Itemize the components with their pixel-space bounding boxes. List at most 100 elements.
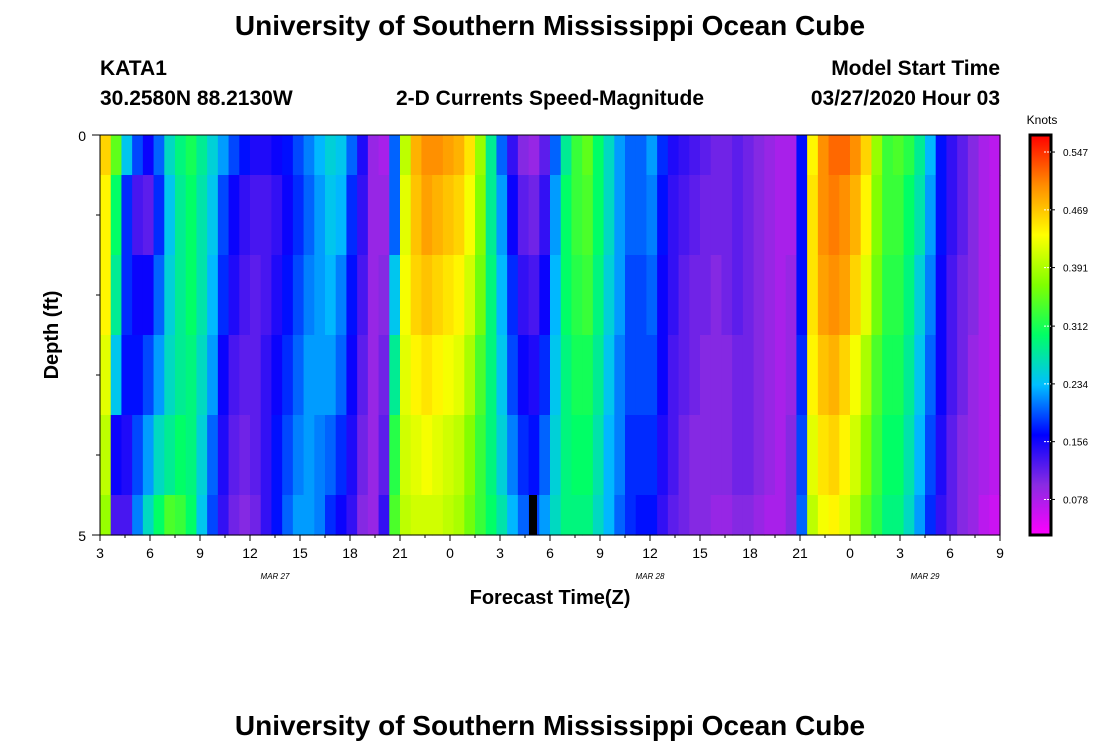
heatmap-cell — [571, 495, 583, 536]
heatmap-cell — [121, 495, 133, 536]
heatmap-cell — [314, 335, 326, 416]
heatmap-cell — [839, 335, 851, 416]
heatmap-cell — [400, 135, 412, 176]
heatmap-cell — [303, 175, 315, 256]
heatmap-cell — [271, 175, 283, 256]
heatmap-cell — [914, 415, 926, 496]
heatmap-cell — [517, 415, 530, 496]
heatmap-cell — [421, 135, 433, 176]
heatmap-cell — [517, 335, 530, 416]
heatmap-cell — [871, 415, 883, 496]
heatmap-cell — [100, 175, 112, 256]
heatmap-cell — [732, 335, 744, 416]
heatmap-cell — [592, 135, 605, 176]
x-tick-label: 9 — [996, 545, 1004, 561]
heatmap-cell — [185, 135, 198, 176]
heatmap-cell — [217, 135, 230, 176]
heatmap-cell — [228, 135, 240, 176]
heatmap-cell — [239, 415, 251, 496]
heatmap-cell — [325, 135, 337, 176]
heatmap-cell — [421, 335, 433, 416]
heatmap-cell — [560, 495, 573, 536]
heatmap-cell — [378, 175, 390, 256]
heatmap-cell — [839, 495, 851, 536]
heatmap-cell — [175, 175, 187, 256]
heatmap-cell — [110, 335, 123, 416]
heatmap-cell — [817, 495, 830, 536]
heatmap-cell — [721, 175, 733, 256]
heatmap-cell — [603, 175, 615, 256]
heatmap-cell — [335, 415, 348, 496]
heatmap-cell — [367, 415, 380, 496]
x-tick-label: 12 — [242, 545, 258, 561]
heatmap-cell — [346, 495, 358, 536]
heatmap-cell — [882, 335, 894, 416]
heatmap-cell — [442, 335, 455, 416]
heatmap-cell — [239, 255, 251, 336]
heatmap-cell — [785, 175, 798, 256]
heatmap-cell — [517, 175, 530, 256]
heatmap-cell — [775, 415, 787, 496]
heatmap-cell — [421, 255, 433, 336]
heatmap-cell — [453, 135, 465, 176]
heatmap-cell — [335, 175, 348, 256]
station-id: KATA1 — [100, 57, 167, 80]
heatmap-cell — [517, 255, 530, 336]
heatmap-cell — [742, 135, 755, 176]
heatmap-cell — [100, 135, 112, 176]
heatmap-cell — [389, 255, 401, 336]
heatmap-cell — [935, 175, 948, 256]
heatmap-cell — [164, 255, 176, 336]
heatmap-cell — [485, 415, 498, 496]
heatmap-cell — [142, 415, 155, 496]
heatmap-cell — [475, 495, 487, 536]
heatmap-cell — [646, 135, 658, 176]
heatmap-cell — [860, 335, 873, 416]
heatmap-cell — [807, 495, 819, 536]
heatmap-cell — [614, 415, 626, 496]
heatmap-cell — [228, 495, 240, 536]
heatmap-cell — [410, 175, 423, 256]
heatmap-cell — [860, 135, 873, 176]
heatmap-cell — [571, 175, 583, 256]
heatmap-cell — [314, 135, 326, 176]
heatmap-cell — [721, 415, 733, 496]
heatmap-cell — [228, 335, 240, 416]
x-tick-label: 6 — [946, 545, 954, 561]
heatmap-cell — [721, 255, 733, 336]
heatmap-cell — [828, 335, 840, 416]
heatmap-cell — [882, 175, 894, 256]
heatmap-cell — [710, 415, 723, 496]
heatmap-cell — [217, 175, 230, 256]
heatmap-cell — [989, 175, 1001, 256]
heatmap-cell — [346, 255, 358, 336]
heatmap-cell — [903, 135, 915, 176]
date-label: MAR 28 — [636, 572, 665, 581]
heatmap-cell — [935, 135, 948, 176]
heatmap-cell — [657, 255, 669, 336]
heatmap-cell — [871, 175, 883, 256]
heatmap-cell — [817, 175, 830, 256]
heatmap-cell — [550, 495, 562, 536]
heatmap-cell — [539, 335, 551, 416]
heatmap-cell — [978, 175, 990, 256]
heatmap-cell — [410, 415, 423, 496]
heatmap-cell — [817, 335, 830, 416]
heatmap-cell — [742, 175, 755, 256]
heatmap-cell — [410, 495, 423, 536]
heatmap-cell — [914, 255, 926, 336]
heatmap-cell — [260, 175, 273, 256]
x-tick-label: 21 — [792, 545, 808, 561]
heatmap-cell — [850, 255, 862, 336]
heatmap-cell — [764, 175, 776, 256]
heatmap-cell — [132, 175, 144, 256]
colorbar-tick-label: 0.547 — [1063, 148, 1088, 159]
heatmap-cell — [646, 495, 658, 536]
heatmap-cell — [582, 415, 594, 496]
heatmap-cell — [410, 135, 423, 176]
heatmap-cell — [239, 135, 251, 176]
heatmap-cell — [453, 335, 465, 416]
heatmap-cell — [421, 175, 433, 256]
heatmap-cell — [442, 175, 455, 256]
heatmap-cell — [175, 135, 187, 176]
